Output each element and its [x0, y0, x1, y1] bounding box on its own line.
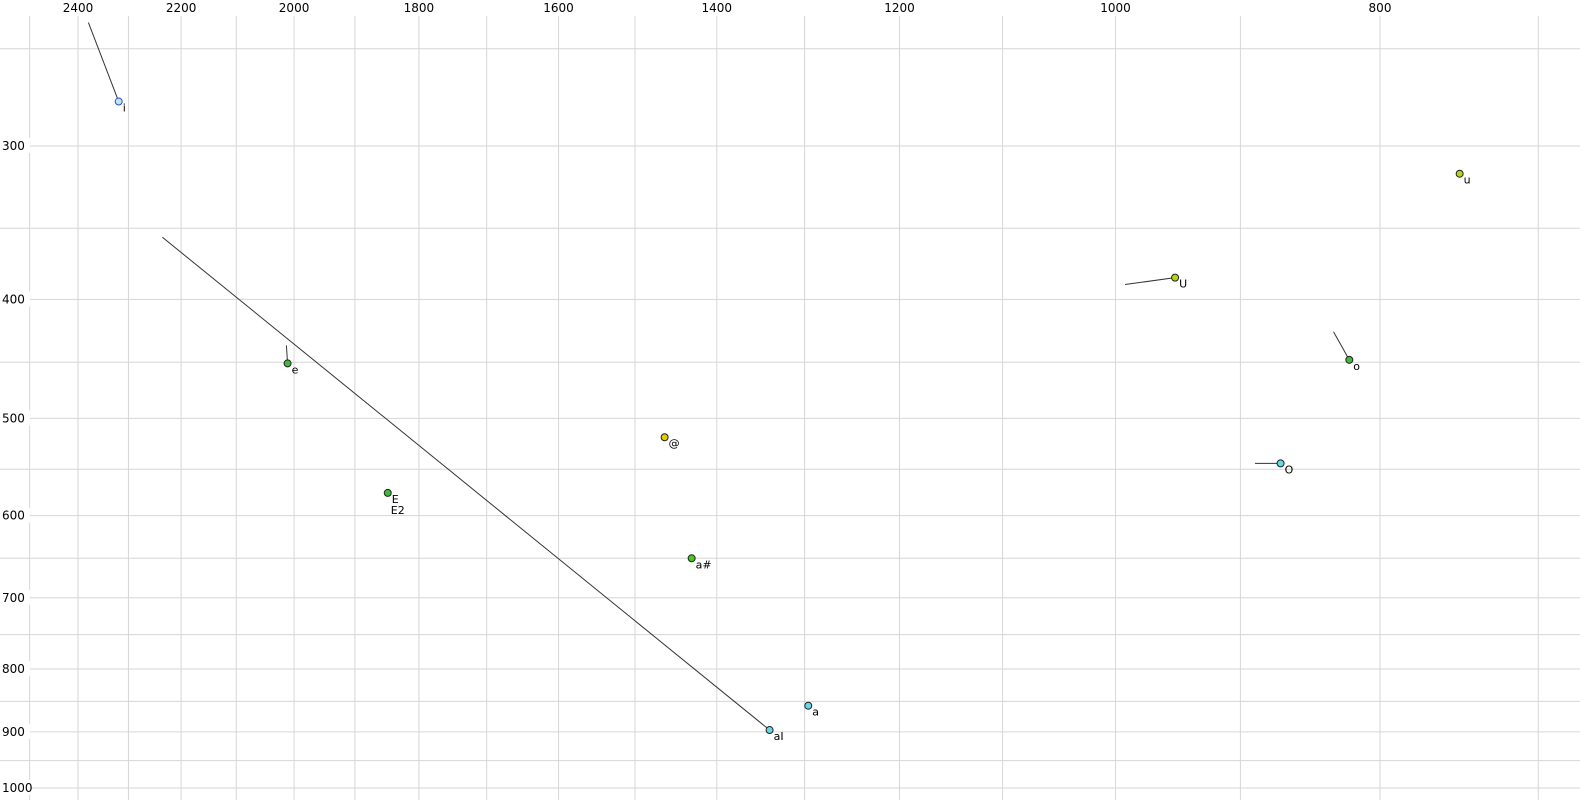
vowel-label-aI: aI: [774, 730, 784, 743]
vowel-point-U[interactable]: [1171, 273, 1180, 282]
vowel-label-o: o: [1353, 360, 1360, 373]
x-tick-label: 1400: [702, 1, 733, 15]
vowel-point-aI[interactable]: [765, 726, 774, 735]
vowel-point-E[interactable]: [383, 488, 392, 497]
y-tick-label: 700: [2, 591, 25, 605]
x-tick-label: 1800: [404, 1, 435, 15]
vowel-label-E: E: [392, 493, 399, 506]
vowel-label-e: e: [292, 363, 299, 376]
vowel-point-e[interactable]: [283, 359, 292, 368]
vowel-label-a: a: [812, 706, 819, 719]
y-tick-label-bg: [0, 291, 30, 307]
vowel-point-a#[interactable]: [687, 554, 696, 563]
x-tick-label: 2000: [279, 1, 310, 15]
x-tick-label-bg: [698, 0, 735, 16]
vowel-point-a[interactable]: [804, 701, 813, 710]
y-tick-label: 400: [2, 292, 25, 306]
y-tick-label: 900: [2, 725, 25, 739]
x-tick-label-bg: [881, 0, 918, 16]
formant-trajectory-i: [87, 22, 120, 102]
x-tick-label-bg: [60, 0, 96, 16]
x-tick-label: 1000: [1100, 1, 1131, 15]
x-tick-label-bg: [163, 0, 200, 16]
vowel-point-O[interactable]: [1276, 459, 1285, 468]
y-tick-label-bg: [0, 138, 30, 153]
formant-trajectory-o: [1333, 331, 1350, 361]
x-tick-label: 1200: [884, 1, 915, 15]
vowel-label-a#: a#: [696, 558, 712, 571]
x-tick-label-bg: [1362, 0, 1398, 16]
vowel-label-u: u: [1464, 174, 1471, 187]
vowel-label-@: @: [669, 437, 680, 450]
y-tick-label: 300: [2, 139, 25, 153]
x-tick-label-bg: [400, 0, 437, 16]
y-tick-label: 1000: [2, 781, 33, 795]
vowel-point-@[interactable]: [660, 433, 669, 442]
formant-trajectory-U: [1124, 277, 1176, 286]
x-tick-label: 2400: [63, 1, 94, 15]
y-tick-label: 800: [2, 662, 25, 676]
formant-trajectory-aI: [162, 236, 770, 731]
vowel-sublabel-E2: E2: [391, 504, 405, 517]
y-tick-label-bg: [0, 589, 30, 605]
vowel-point-o[interactable]: [1345, 355, 1354, 364]
x-tick-label-bg: [1097, 0, 1134, 16]
x-tick-label: 2200: [166, 1, 197, 15]
y-tick-label: 600: [2, 509, 25, 523]
y-tick-label-bg: [0, 410, 30, 426]
y-tick-label-bg: [0, 780, 30, 795]
x-tick-label-bg: [276, 0, 313, 16]
vowel-label-O: O: [1285, 463, 1294, 476]
vowel-point-i[interactable]: [114, 97, 123, 106]
vowel-label-i: i: [123, 102, 126, 115]
x-tick-label: 1600: [543, 1, 574, 15]
x-tick-label-bg: [540, 0, 577, 16]
y-tick-label-bg: [0, 723, 30, 739]
y-tick-label-bg: [0, 661, 30, 677]
y-tick-label: 500: [2, 411, 25, 425]
vowel-point-u[interactable]: [1455, 169, 1464, 178]
x-tick-label: 800: [1369, 1, 1392, 15]
vowel-label-U: U: [1179, 278, 1187, 291]
y-tick-label-bg: [0, 507, 30, 523]
